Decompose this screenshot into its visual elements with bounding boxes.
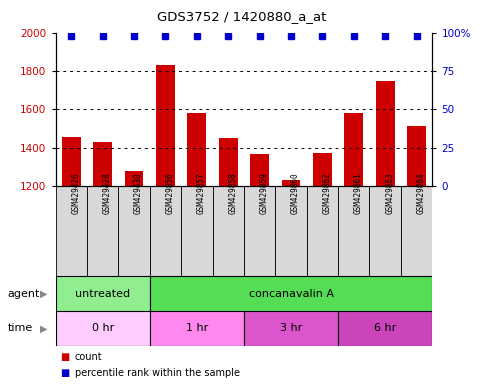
Text: GSM429856: GSM429856 [165, 173, 174, 214]
Text: ▶: ▶ [40, 289, 47, 299]
Bar [219, 138, 238, 186]
Bar [62, 137, 81, 186]
Bar [307, 186, 338, 276]
Bar [250, 154, 269, 186]
Bar [376, 81, 395, 186]
Text: GSM429862: GSM429862 [323, 173, 331, 214]
Bar [338, 186, 369, 276]
Text: 3 hr: 3 hr [280, 323, 302, 333]
Text: GSM429859: GSM429859 [260, 173, 269, 214]
Text: GDS3752 / 1420880_a_at: GDS3752 / 1420880_a_at [157, 10, 326, 23]
Bar [150, 276, 432, 311]
Text: percentile rank within the sample: percentile rank within the sample [75, 368, 240, 378]
Text: concanavalin A: concanavalin A [249, 289, 333, 299]
Text: GSM429426: GSM429426 [71, 173, 80, 214]
Bar [244, 311, 338, 346]
Text: count: count [75, 352, 102, 362]
Text: ▶: ▶ [40, 323, 47, 333]
Bar [125, 171, 143, 186]
Bar [150, 311, 244, 346]
Text: 6 hr: 6 hr [374, 323, 397, 333]
Bar [56, 186, 87, 276]
Bar [338, 311, 432, 346]
Bar [344, 113, 363, 186]
Text: GSM429428: GSM429428 [103, 173, 112, 214]
Text: GSM429863: GSM429863 [385, 173, 394, 214]
Text: 0 hr: 0 hr [91, 323, 114, 333]
Text: GSM429857: GSM429857 [197, 173, 206, 214]
Text: untreated: untreated [75, 289, 130, 299]
Bar [150, 186, 181, 276]
Text: GSM429860: GSM429860 [291, 173, 300, 214]
Text: GSM429430: GSM429430 [134, 173, 143, 214]
Bar [187, 113, 206, 186]
Bar [369, 186, 401, 276]
Bar [275, 186, 307, 276]
Bar [56, 311, 150, 346]
Bar [181, 186, 213, 276]
Bar [407, 126, 426, 186]
Bar [401, 186, 432, 276]
Bar [56, 276, 150, 311]
Text: ■: ■ [60, 352, 70, 362]
Bar [313, 153, 332, 186]
Bar [156, 65, 175, 186]
Text: ■: ■ [60, 368, 70, 378]
Bar [282, 180, 300, 186]
Text: GSM429861: GSM429861 [354, 173, 363, 214]
Bar [118, 186, 150, 276]
Text: GSM429858: GSM429858 [228, 173, 237, 214]
Text: GSM429864: GSM429864 [416, 173, 426, 214]
Text: time: time [7, 323, 32, 333]
Bar [93, 142, 112, 186]
Text: 1 hr: 1 hr [185, 323, 208, 333]
Text: agent: agent [7, 289, 40, 299]
Bar [87, 186, 118, 276]
Bar [213, 186, 244, 276]
Bar [244, 186, 275, 276]
